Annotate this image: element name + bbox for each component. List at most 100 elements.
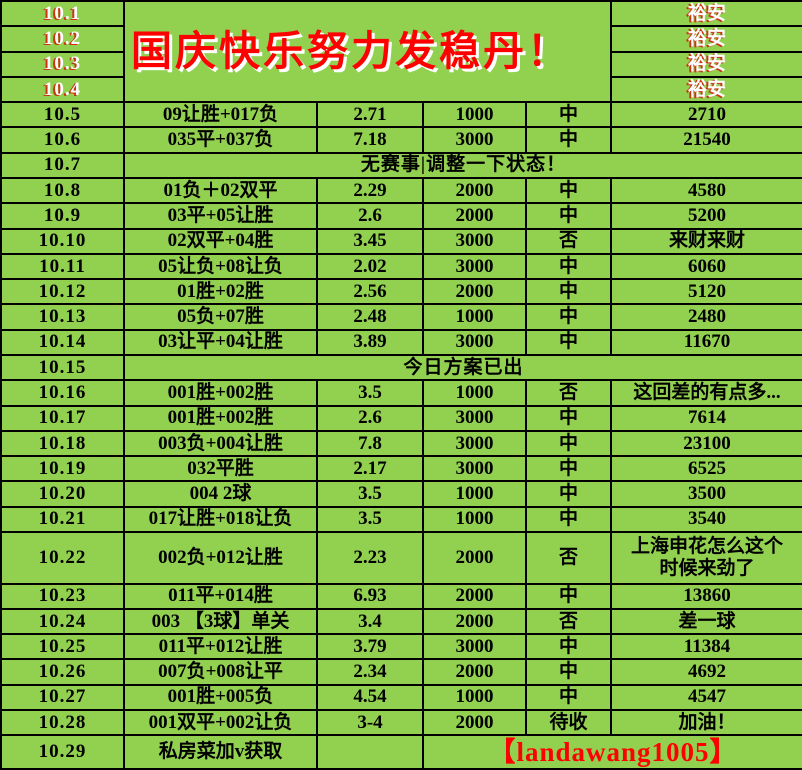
odds-cell: 2.34 [316,658,424,686]
date-cell: 10.6 [0,126,125,154]
record-row: 10.29 私房菜加v获取 【landawang1005】 [0,734,802,770]
bet-cell: 011平+014胜 [123,582,318,610]
date-cell: 10.4 [0,75,125,104]
bet-cell: 004 2球 [123,480,318,508]
record-row: 10.26 007负+008让平 2.34 2000 中 4692 [0,658,802,686]
date-cell: 10.7 [0,151,125,179]
partner-cell: 裕安 [610,25,802,53]
note-cell: 13860 [610,582,802,610]
note-cell: 2480 [610,303,802,331]
note-cell: 11670 [610,328,802,356]
bet-cell: 001胜+002胜 [123,379,318,407]
odds-cell [316,734,424,770]
note-cell: 4692 [610,658,802,686]
date-cell: 10.17 [0,404,125,432]
date-cell: 10.25 [0,633,125,661]
stake-cell: 3000 [422,227,527,255]
record-row: 10.20 004 2球 3.5 1000 中 3500 [0,480,802,508]
result-cell: 中 [525,582,612,610]
date-cell: 10.8 [0,176,125,205]
record-row: 10.8 01负＋02双平 2.29 2000 中 4580 [0,176,802,205]
record-row: 10.21 017让胜+018让负 3.5 1000 中 3540 [0,505,802,533]
date-cell: 10.15 [0,353,125,382]
record-row: 10.13 05负+07胜 2.48 1000 中 2480 [0,303,802,331]
bet-cell: 01胜+02胜 [123,278,318,306]
date-cell: 10.18 [0,429,125,458]
record-row: 10.28 001双平+002让负 3-4 2000 待收 加油！ [0,708,802,737]
stake-cell: 2000 [422,582,527,610]
result-cell: 否 [525,379,612,407]
stake-cell: 3000 [422,633,527,661]
odds-cell: 3.79 [316,633,424,661]
note-cell: 5200 [610,202,802,230]
note-cell: 来财来财 [610,227,802,255]
result-cell: 中 [525,429,612,458]
bet-cell: 032平胜 [123,455,318,483]
bet-cell: 09让胜+017负 [123,101,318,129]
result-cell: 中 [525,176,612,205]
date-cell: 10.14 [0,328,125,356]
note-cell: 6525 [610,455,802,483]
note-cell: 4547 [610,683,802,711]
stake-cell: 3000 [422,328,527,356]
odds-cell: 2.56 [316,278,424,306]
result-cell: 中 [525,101,612,129]
odds-cell: 2.6 [316,404,424,432]
result-cell: 中 [525,455,612,483]
bet-cell: 02双平+04胜 [123,227,318,255]
note-cell: 2710 [610,101,802,129]
date-cell: 10.5 [0,101,125,129]
stake-cell: 3000 [422,252,527,281]
stake-cell: 1000 [422,379,527,407]
date-cell: 10.19 [0,455,125,483]
note-cell: 7614 [610,404,802,432]
odds-cell: 3.5 [316,480,424,508]
stake-cell: 2000 [422,530,527,585]
date-cell: 10.20 [0,480,125,508]
bet-cell: 001双平+002让负 [123,708,318,737]
odds-cell: 4.54 [316,683,424,711]
signature-cell: 【landawang1005】 [422,734,802,770]
note-cell: 上海申花怎么这个 时候来劲了 [610,530,802,585]
result-cell: 中 [525,278,612,306]
record-row: 10.14 03让平+04让胜 3.89 3000 中 11670 [0,328,802,356]
record-row: 10.19 032平胜 2.17 3000 中 6525 [0,455,802,483]
stake-cell: 2000 [422,202,527,230]
note-cell: 3540 [610,505,802,533]
stake-cell: 1000 [422,505,527,533]
message-cell: 无赛事|调整一下状态！ [123,151,802,179]
record-row: 10.6 035平+037负 7.18 3000 中 21540 [0,126,802,154]
date-cell: 10.10 [0,227,125,255]
bet-cell: 002负+012让胜 [123,530,318,585]
bet-cell: 05让负+08让负 [123,252,318,281]
result-cell: 中 [525,303,612,331]
odds-cell: 2.02 [316,252,424,281]
record-row: 10.11 05让负+08让负 2.02 3000 中 6060 [0,252,802,281]
message-cell: 今日方案已出 [123,353,802,382]
bet-cell: 03让平+04让胜 [123,328,318,356]
stake-cell: 2000 [422,658,527,686]
date-cell: 10.1 [0,0,125,28]
bet-cell: 035平+037负 [123,126,318,154]
date-cell: 10.29 [0,734,125,770]
odds-cell: 2.23 [316,530,424,585]
odds-cell: 3.5 [316,505,424,533]
record-row: 10.22 002负+012让胜 2.23 2000 否上海申花怎么这个 时候来劲了 [0,530,802,585]
record-row: 10.18 003负+004让胜 7.8 3000 中 23100 [0,429,802,458]
result-cell: 中 [525,126,612,154]
record-row: 10.15 今日方案已出 [0,353,802,382]
date-cell: 10.2 [0,25,125,53]
holiday-row: 10.3 裕安 [0,50,802,78]
partner-cell: 裕安 [610,0,802,28]
odds-cell: 7.8 [316,429,424,458]
result-cell: 否 [525,530,612,585]
odds-cell: 3.5 [316,379,424,407]
result-cell: 否 [525,227,612,255]
date-cell: 10.9 [0,202,125,230]
date-cell: 10.13 [0,303,125,331]
record-row: 10.25 011平+012让胜 3.79 3000 中 11384 [0,633,802,661]
date-cell: 10.28 [0,708,125,737]
date-cell: 10.23 [0,582,125,610]
result-cell: 中 [525,252,612,281]
stake-cell: 2000 [422,278,527,306]
